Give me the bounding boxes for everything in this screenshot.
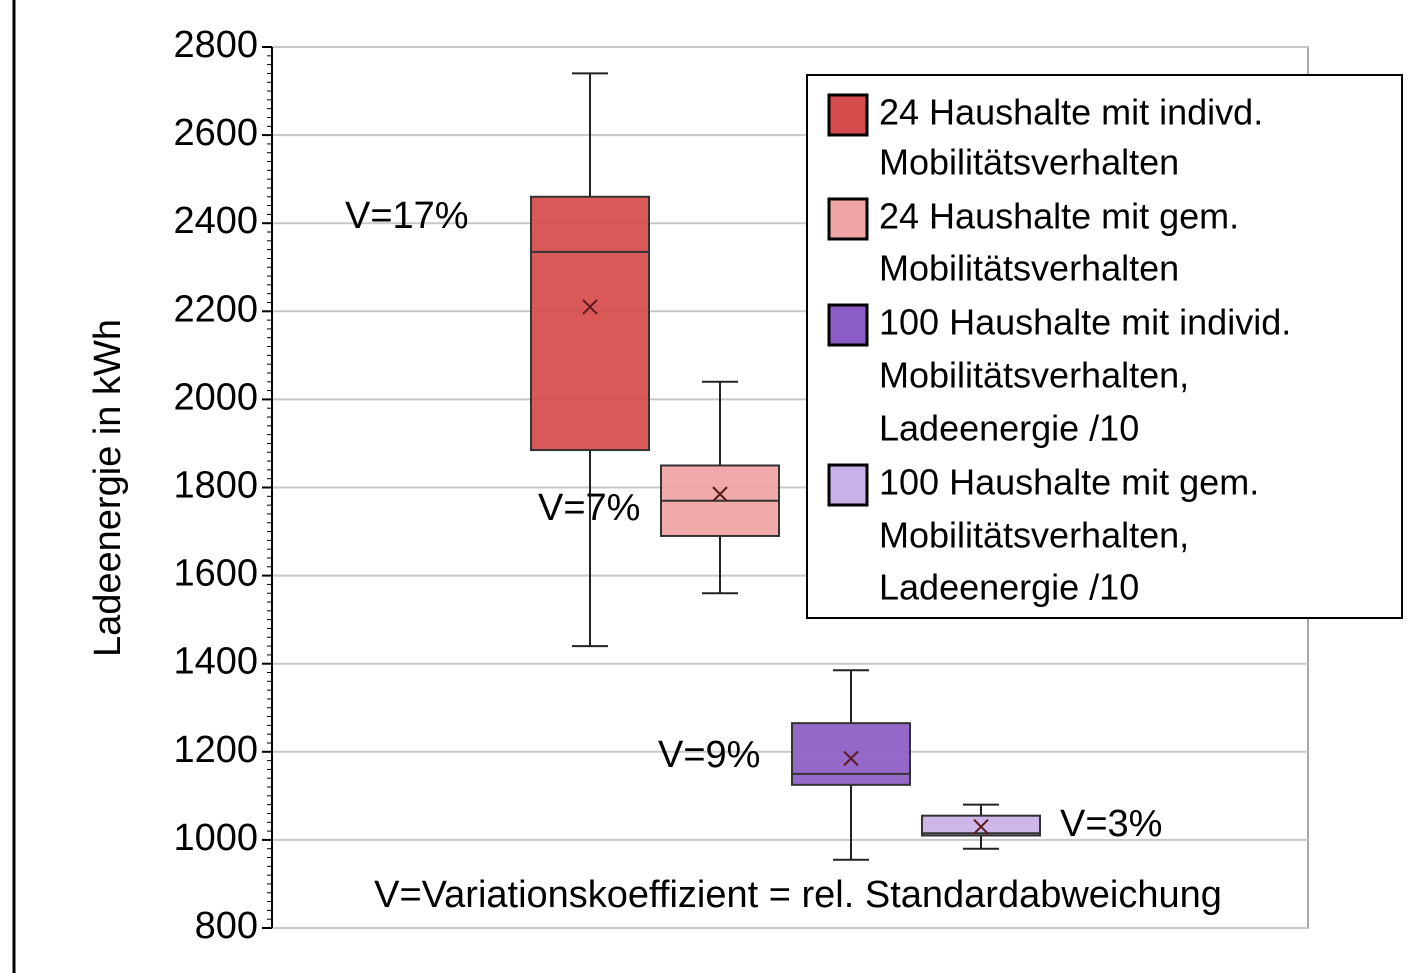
legend-label: 24 Haushalte mit indivd.: [879, 92, 1263, 133]
legend-swatch: [827, 197, 869, 241]
annotation: V=3%: [1060, 803, 1162, 845]
y-tick-label: 800: [195, 905, 258, 947]
annotation: V=9%: [658, 734, 760, 776]
mean-marker: [843, 750, 859, 767]
mean-marker: [712, 486, 728, 502]
legend-label: 100 Haushalte mit gem.: [879, 462, 1259, 503]
y-axis-label: Ladeenergie in kWh: [87, 319, 129, 657]
legend-label: 100 Haushalte mit individ.: [879, 302, 1291, 343]
annotation: V=7%: [538, 487, 640, 529]
y-tick-label: 1000: [173, 817, 258, 859]
legend-swatch: [827, 303, 869, 347]
y-tick-label: 1400: [173, 641, 258, 683]
y-tick-label: 2200: [173, 288, 258, 330]
legend-box: [806, 74, 1403, 619]
legend-label: Ladeenergie /10: [879, 567, 1139, 608]
y-tick-label: 2000: [173, 376, 258, 418]
y-tick-label: 2800: [173, 24, 258, 66]
box: [530, 195, 650, 452]
legend-label: Mobilitätsverhalten,: [879, 515, 1189, 556]
legend-label: Ladeenergie /10: [879, 408, 1139, 449]
legend-label: Mobilitätsverhalten,: [879, 355, 1189, 396]
mean-marker: [973, 818, 989, 835]
legend-label: Mobilitätsverhalten: [879, 142, 1179, 183]
box: [791, 722, 911, 786]
note: V=Variationskoeffizient = rel. Standarda…: [374, 874, 1222, 916]
y-tick-label: 2600: [173, 112, 258, 154]
y-tick-label: 2400: [173, 200, 258, 242]
mean-marker: [582, 299, 598, 315]
legend-swatch: [827, 463, 869, 507]
y-tick-label: 1600: [173, 553, 258, 595]
y-tick-label: 1200: [173, 729, 258, 771]
y-tick-label: 1800: [173, 465, 258, 507]
legend-swatch: [827, 93, 869, 137]
legend-label: Mobilitätsverhalten: [879, 248, 1179, 289]
legend-label: 24 Haushalte mit gem.: [879, 196, 1239, 237]
annotation: V=17%: [345, 195, 469, 237]
